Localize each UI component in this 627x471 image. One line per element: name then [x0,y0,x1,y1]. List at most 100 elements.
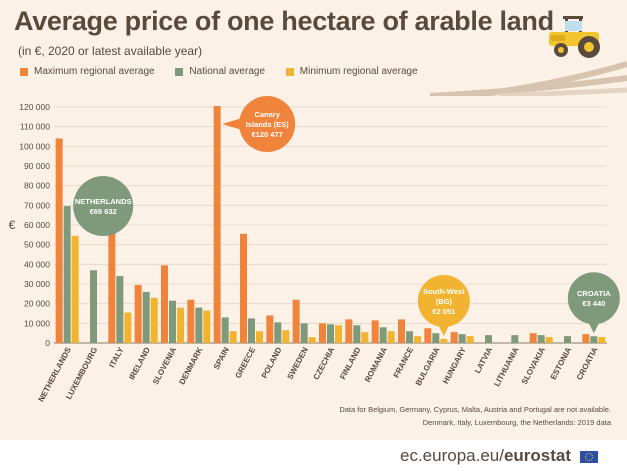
bar [256,331,263,343]
x-tick-label: CZECHIA [312,346,337,382]
bar [564,336,571,343]
annotation-label: €120 477 [252,130,283,139]
y-tick-label: 20 000 [24,299,50,309]
y-tick-label: 80 000 [24,181,50,191]
bar [414,336,421,343]
bar [590,336,598,343]
y-tick-label: 60 000 [24,220,50,230]
brand-name: eurostat [503,446,572,465]
annotation-label: (BG) [436,297,453,306]
bar [545,337,553,343]
bar [169,300,176,343]
annotation-label: CROATIA [577,289,611,298]
bar [90,270,97,343]
bar-chart: 0 10 000 20 000 30 000 40 000 50 000 60 000 70 … [9,96,620,403]
annotation-label: Canary [254,110,280,119]
bar [282,330,290,343]
y-tick-label: 100 000 [19,141,50,151]
x-tick-label: GREECE [233,345,257,380]
bar [458,334,466,343]
bar [537,335,545,343]
legend: Maximum regional average National averag… [20,66,436,79]
tractor-icon [549,16,600,58]
annotation-pointer [222,118,243,131]
bar [319,323,326,343]
bar [466,336,474,343]
note-unavailable: Data for Belgium, Germany, Cyprus, Malta… [339,405,611,414]
annotation-label: €2 051 [432,307,455,316]
bar [308,337,316,343]
bar [379,327,387,343]
legend-swatch-max [20,67,28,76]
y-tick-label: 70 000 [24,200,50,210]
annotation-bubble [567,272,620,325]
bar [248,318,255,343]
bar [187,299,195,343]
bar [240,233,247,343]
footer [0,440,627,471]
legend-item-max: Maximum regional average [20,66,155,77]
legend-label-min: Minimum regional average [299,66,418,77]
x-tick-label: CROATIA [575,346,600,382]
x-tick-label: IRELAND [127,346,152,382]
x-tick-label: SPAIN [212,346,231,371]
bar [177,307,184,343]
legend-item-national: National average [175,66,265,77]
y-tick-label: 0 [45,338,50,348]
x-tick-label: ITALY [107,345,125,369]
legend-label-max: Maximum regional average [34,66,155,77]
bar [108,225,116,343]
bar [335,325,342,343]
y-tick-label: 10 000 [24,318,50,328]
y-tick-label: 110 000 [20,122,50,132]
bar [292,299,300,343]
bar [598,337,606,343]
bar [511,335,519,343]
x-tick-label: SWEDEN [285,346,310,381]
bar [229,331,237,343]
x-tick-label: SLOVAKIA [520,346,547,386]
bar [450,332,458,343]
x-tick-label: DENMARK [177,346,204,387]
legend-label-national: National average [189,66,266,77]
annotation-bubble [73,176,134,237]
bar [134,284,142,343]
annotation-label: Islands (ES) [246,120,289,129]
bar [353,325,361,343]
bar [327,324,334,343]
annotation-label: €3 440 [582,299,605,308]
legend-swatch-national [175,67,184,76]
note-2019: Denmark, Italy, Luxembourg, the Netherla… [422,418,611,427]
bar [398,319,405,343]
bar [203,310,211,343]
bar [300,323,308,343]
x-tick-label: ESTONIA [549,346,574,382]
x-tick-label: LATVIA [473,346,494,375]
chart-subtitle: (in €, 2020 or latest available year) [18,44,203,58]
x-tick-label: POLAND [260,346,284,380]
bar [371,320,379,343]
brand-prefix: ec.europa.eu/ [400,446,504,465]
annotation-bubble [239,96,296,153]
bar [274,322,282,343]
x-tick-label: LITHUANIA [492,346,520,388]
y-axis-label: € [9,218,16,232]
y-tick-label: 30 000 [24,279,50,289]
bar [345,319,353,343]
bar [63,206,71,343]
annotation-label: NETHERLANDS [75,197,132,206]
y-tick-label: 50 000 [24,240,50,250]
annotation-bubble [417,274,470,327]
legend-item-min: Minimum regional average [285,66,418,77]
bar [221,317,229,343]
annotation-pointer [437,323,450,336]
annotation-pointer [587,321,600,334]
bar [55,138,63,343]
chart-title: Average price of one hectare of arable l… [14,6,554,36]
field-furrows [429,61,627,96]
annotation-label: €69 632 [90,207,117,216]
bar [387,331,395,343]
bar [116,276,124,343]
bar [406,331,413,343]
